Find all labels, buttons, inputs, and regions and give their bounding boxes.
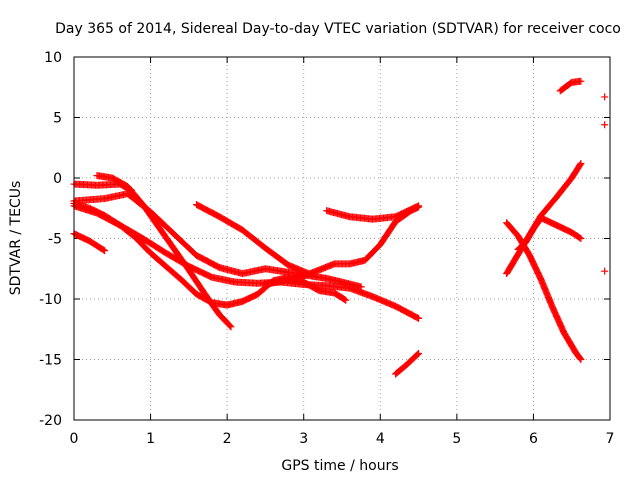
data-point [577, 235, 585, 242]
y-axis-label: SDTVAR / TECUs [8, 181, 24, 296]
series-isolated [601, 93, 609, 275]
series-arc-e [70, 199, 350, 309]
y-tick-label: 10 [44, 50, 62, 66]
data-point [576, 161, 584, 169]
y-tick-label: 0 [53, 171, 62, 187]
y-tick-label: -20 [39, 413, 62, 429]
x-axis-label: GPS time / hours [281, 458, 398, 474]
data-series [70, 77, 609, 378]
y-tick-label: -5 [48, 232, 62, 248]
series-arc-d [93, 172, 235, 331]
series-arc-n [556, 77, 585, 95]
series-arc-g [193, 201, 315, 279]
x-tick-label: 0 [70, 431, 79, 447]
series-arc-h [261, 203, 423, 288]
x-tick-label: 3 [299, 431, 308, 447]
y-tick-label: -10 [39, 292, 62, 308]
series-arc-f [70, 230, 109, 255]
chart-title: Day 365 of 2014, Sidereal Day-to-day VTE… [55, 21, 621, 37]
x-tick-label: 7 [606, 431, 615, 447]
x-tick-labels: 0 1 2 3 4 5 6 7 [70, 431, 615, 447]
data-point [415, 349, 423, 357]
x-tick-label: 1 [146, 431, 155, 447]
series-arc-l [503, 219, 585, 363]
data-point [226, 322, 234, 330]
data-point [601, 121, 609, 129]
series-arc-i [323, 202, 423, 223]
x-tick-label: 4 [376, 431, 385, 447]
data-point [601, 267, 609, 275]
series-arc-j [392, 349, 423, 378]
y-tick-label: -15 [39, 353, 62, 369]
data-point [227, 323, 235, 331]
data-point [342, 296, 350, 304]
series-arc-b [70, 190, 365, 291]
x-tick-label: 2 [223, 431, 232, 447]
data-point [576, 234, 584, 242]
data-point [414, 350, 422, 358]
data-point [601, 93, 609, 101]
x-tick-label: 6 [529, 431, 538, 447]
data-point [99, 246, 107, 254]
data-point [577, 356, 585, 363]
data-point [415, 202, 423, 210]
x-tick-label: 5 [452, 431, 461, 447]
y-tick-label: 5 [53, 111, 62, 127]
data-point [415, 314, 423, 322]
series-arc-m [514, 214, 585, 253]
data-point [577, 159, 585, 167]
data-point [413, 314, 421, 322]
data-point [577, 77, 585, 85]
data-point [101, 247, 109, 255]
y-tick-labels: -20 -15 -10 -5 0 5 10 [39, 50, 62, 429]
plot-frame [73, 56, 611, 421]
data-point [576, 354, 584, 362]
data-point [341, 295, 349, 303]
